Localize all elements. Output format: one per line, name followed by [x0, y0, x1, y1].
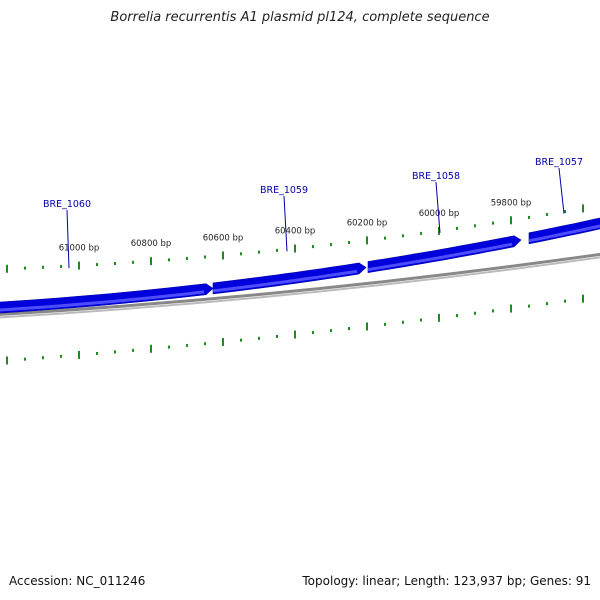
gene-leader-line	[66, 209, 70, 269]
gene-leader-line	[283, 195, 288, 252]
gene-arrow-highlight	[212, 269, 358, 293]
backbone-shadow	[0, 256, 600, 319]
tick-label: 60800 bp	[131, 239, 172, 249]
tick-label: 60400 bp	[275, 227, 316, 237]
sequence-stats: Topology: linear; Length: 123,937 bp; Ge…	[302, 574, 591, 588]
map-title: Borrelia recurrentis A1 plasmid pl124, c…	[110, 10, 490, 25]
tick-label: 59800 bp	[491, 198, 532, 208]
gene-label[interactable]: BRE_1059	[260, 185, 308, 196]
gene-arrow-highlight	[367, 242, 513, 272]
gene-label-layer: BRE_1060 BRE_1059 BRE_1058 BRE_1057	[43, 157, 583, 269]
backbone-line	[0, 252, 600, 316]
gene-track	[0, 217, 600, 314]
gene-label[interactable]: BRE_1057	[535, 157, 583, 168]
inner-tick-track	[6, 294, 584, 365]
gene-arrow-highlight	[528, 224, 600, 243]
gene-leader-line	[558, 167, 565, 214]
gene-label[interactable]: BRE_1060	[43, 199, 91, 210]
gene-arrow-highlight	[0, 290, 205, 312]
tick-label: 60600 bp	[203, 233, 244, 243]
accession-label: Accession: NC_011246	[9, 574, 146, 588]
outer-tick-track	[6, 204, 584, 273]
tick-label: 60200 bp	[347, 218, 388, 228]
gene-label[interactable]: BRE_1058	[412, 171, 460, 182]
tick-label: 61000 bp	[59, 244, 100, 254]
gene-leader-line	[435, 181, 441, 233]
